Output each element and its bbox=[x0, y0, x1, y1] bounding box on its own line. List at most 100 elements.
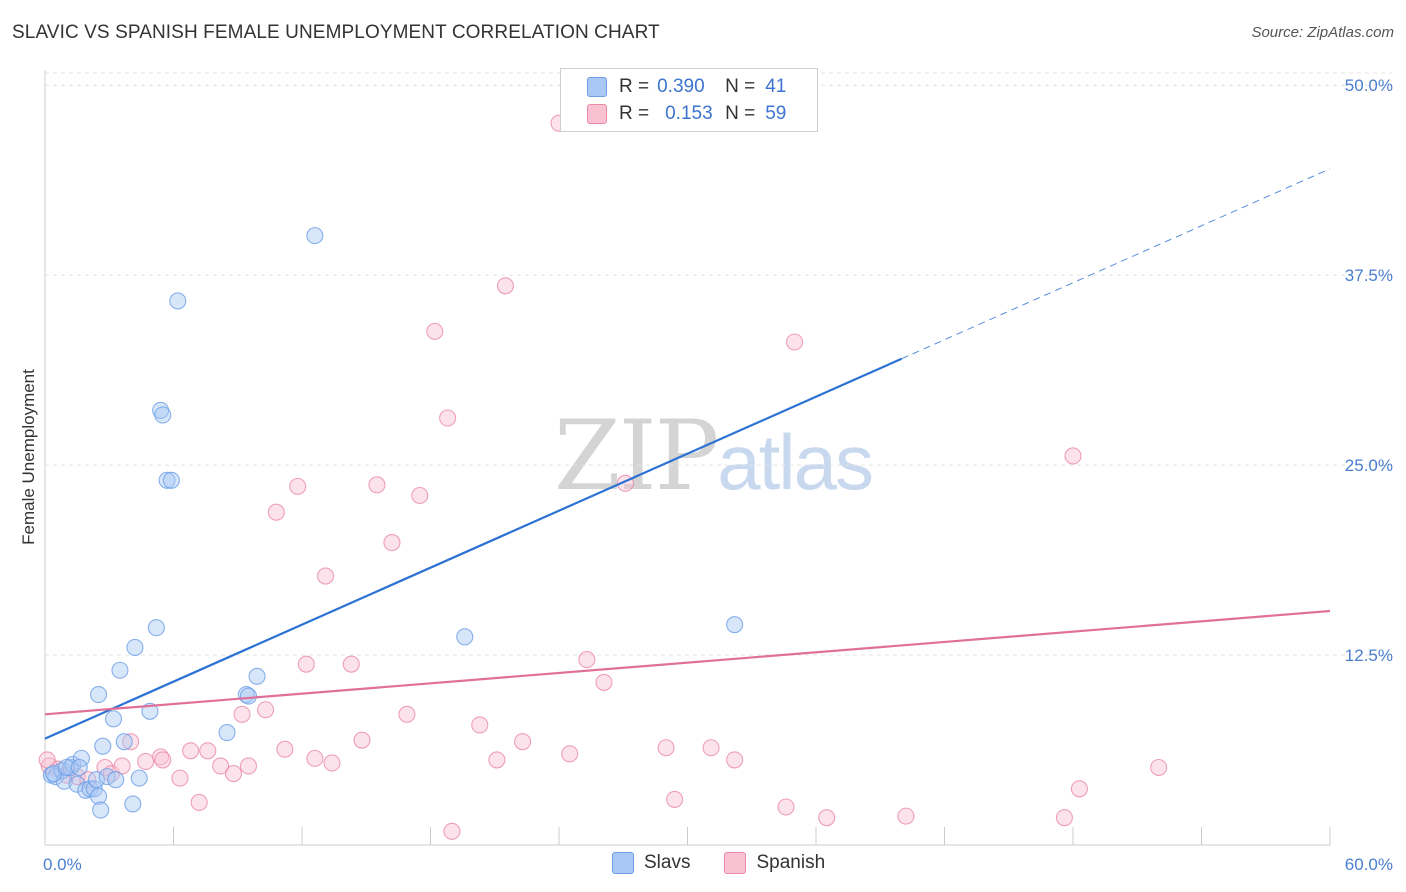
legend-swatch-slavs bbox=[612, 852, 634, 874]
spanish-point bbox=[726, 751, 744, 769]
y-tick-label: 37.5% bbox=[1345, 266, 1393, 285]
legend-r-value: 0.153 bbox=[665, 103, 713, 124]
legend-item-slavs[interactable]: Slavs bbox=[612, 852, 690, 874]
spanish-point bbox=[398, 705, 416, 723]
watermark: ZIPatlas bbox=[554, 400, 874, 512]
spanish-point bbox=[342, 655, 360, 673]
spanish-point bbox=[426, 322, 444, 340]
spanish-point bbox=[171, 769, 189, 787]
y-tick-label: 50.0% bbox=[1345, 76, 1393, 95]
spanish-trend-line bbox=[44, 609, 1331, 716]
spanish-point bbox=[137, 752, 155, 770]
spanish-point bbox=[353, 731, 371, 749]
spanish-point bbox=[239, 757, 258, 775]
spanish-point bbox=[514, 733, 532, 751]
spanish-point bbox=[595, 673, 613, 691]
slavs-point bbox=[218, 723, 236, 742]
spanish-points bbox=[38, 114, 1168, 840]
legend-r-value: 0.390 bbox=[657, 76, 705, 97]
axes bbox=[44, 70, 1331, 846]
legend-r-label: R = bbox=[619, 76, 650, 97]
slavs-point bbox=[248, 667, 266, 685]
spanish-point bbox=[439, 409, 457, 427]
spanish-point bbox=[657, 739, 675, 757]
spanish-point bbox=[122, 733, 140, 751]
legend-swatch-slavs bbox=[587, 77, 607, 97]
spanish-point bbox=[317, 567, 335, 585]
legend-n-value: 41 bbox=[765, 76, 787, 97]
slavs-point bbox=[57, 758, 75, 777]
spanish-point bbox=[1070, 780, 1088, 798]
slavs-point bbox=[89, 787, 108, 805]
slavs-point bbox=[726, 616, 744, 634]
slavs-point bbox=[115, 733, 133, 751]
legend-n-value: 59 bbox=[765, 103, 787, 124]
legend-label-slavs: Slavs bbox=[644, 852, 691, 873]
spanish-point bbox=[190, 793, 208, 812]
y-tick-label: 12.5% bbox=[1345, 646, 1393, 665]
slavs-point bbox=[456, 628, 474, 646]
spanish-point bbox=[383, 534, 401, 552]
spanish-point bbox=[1150, 758, 1168, 777]
slavs-point bbox=[94, 737, 112, 755]
spanish-point bbox=[818, 809, 836, 827]
spanish-point bbox=[897, 807, 915, 825]
spanish-point bbox=[182, 742, 200, 760]
y-axis-title: Female Unemployment bbox=[19, 369, 38, 545]
x-tick-label: 0.0% bbox=[43, 855, 82, 874]
spanish-point bbox=[289, 477, 307, 495]
legend-n-label: N = bbox=[725, 103, 756, 124]
spanish-point bbox=[496, 277, 515, 295]
legend-item-spanish[interactable]: Spanish bbox=[724, 852, 825, 874]
slavs-point bbox=[89, 686, 108, 704]
spanish-point bbox=[443, 822, 461, 840]
grid-lines bbox=[45, 72, 1392, 656]
slavs-point bbox=[126, 638, 144, 657]
spanish-point bbox=[666, 790, 684, 808]
slavs-point bbox=[87, 771, 105, 789]
watermark-zip: ZIP bbox=[554, 400, 719, 512]
slavs-point bbox=[92, 801, 110, 819]
slavs-point bbox=[169, 292, 187, 310]
spanish-point bbox=[411, 486, 429, 505]
chart-title: SLAVIC VS SPANISH FEMALE UNEMPLOYMENT CO… bbox=[12, 22, 660, 43]
spanish-point bbox=[471, 716, 489, 734]
slavs-point bbox=[68, 775, 86, 793]
spanish-point bbox=[267, 503, 285, 521]
slavs-point bbox=[104, 710, 123, 728]
legend-row-slavs: R = 0.390 N = 41 bbox=[587, 75, 786, 99]
slavs-point bbox=[111, 661, 129, 679]
spanish-point bbox=[199, 742, 217, 760]
slavs-point bbox=[239, 687, 258, 705]
legend-label-spanish: Spanish bbox=[756, 852, 826, 873]
spanish-point bbox=[233, 705, 251, 723]
spanish-point bbox=[1055, 809, 1073, 827]
spanish-point bbox=[297, 655, 315, 673]
legend-row-spanish: R = 0.153 N = 59 bbox=[587, 102, 786, 126]
slavs-point bbox=[158, 471, 176, 489]
spanish-point bbox=[152, 748, 170, 766]
legend-n-label: N = bbox=[725, 76, 756, 97]
legend-swatch-spanish bbox=[724, 852, 747, 874]
slavs-point bbox=[107, 771, 125, 789]
slavs-point bbox=[162, 471, 180, 489]
spanish-point bbox=[578, 651, 596, 669]
correlation-legend: R = 0.390 N = 41 R = 0.153 N = 59 bbox=[560, 68, 818, 132]
axis-labels: 12.5% 25.0% 37.5% 50.0% 0.0% 60.0% Female Unem… bbox=[19, 76, 1393, 874]
watermark-atlas: atlas bbox=[717, 418, 874, 506]
slavs-point bbox=[147, 619, 165, 637]
spanish-point bbox=[154, 751, 172, 769]
slavs-trend-extension bbox=[901, 168, 1331, 360]
spanish-point bbox=[276, 740, 294, 758]
slavs-point bbox=[124, 795, 142, 813]
spanish-point bbox=[323, 754, 341, 772]
spanish-point bbox=[224, 765, 243, 783]
spanish-point bbox=[306, 749, 324, 767]
spanish-point bbox=[113, 757, 131, 775]
slavs-point bbox=[130, 769, 148, 787]
spanish-point bbox=[786, 333, 804, 351]
spanish-point bbox=[368, 476, 386, 494]
slavs-points bbox=[42, 227, 744, 819]
spanish-point bbox=[488, 751, 506, 769]
